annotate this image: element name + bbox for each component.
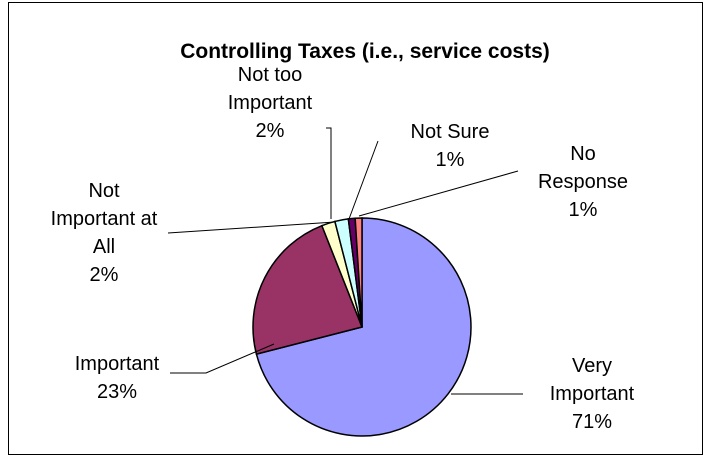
slice-label: Very Important 71% xyxy=(550,355,635,433)
leader-line xyxy=(348,140,379,220)
slice-label: Not too Important 2% xyxy=(228,64,313,142)
slice-label: Not Important at All 2% xyxy=(51,180,158,286)
chart-title: Controlling Taxes (i.e., service costs) xyxy=(180,40,550,63)
slice-label: Not Sure 1% xyxy=(411,121,490,171)
leader-lines xyxy=(167,127,523,395)
leader-line xyxy=(358,170,519,217)
slice-label: Important 23% xyxy=(75,353,160,403)
pie-slices xyxy=(252,217,472,437)
slice-labels: Very Important 71% Important 23% Not Important… xyxy=(51,64,635,433)
pie-slice-important xyxy=(252,224,364,356)
pie-slice-very-important xyxy=(255,217,472,437)
leader-line xyxy=(167,221,336,234)
pie-slice-no-response xyxy=(354,217,363,328)
slice-label: No Response 1% xyxy=(538,143,628,221)
leader-line xyxy=(170,343,275,374)
leader-line xyxy=(326,127,332,219)
